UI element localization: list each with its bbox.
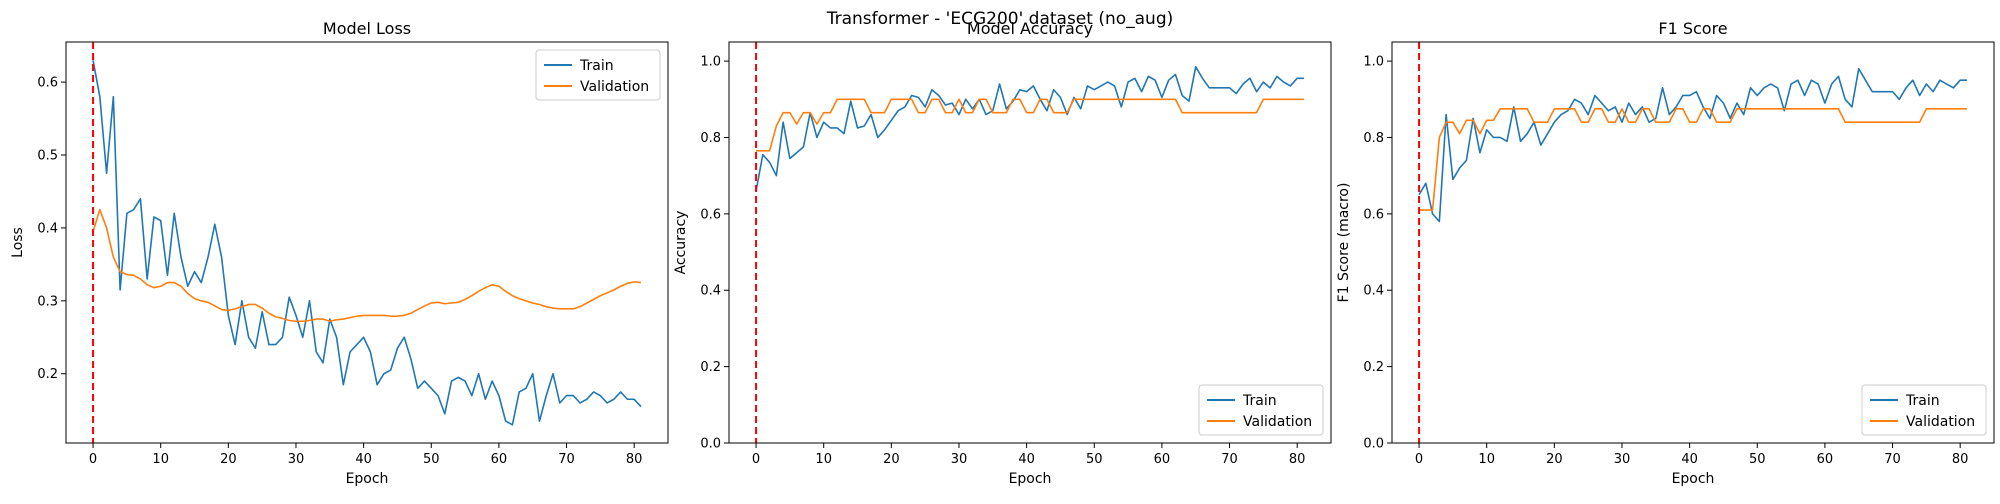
y-tick-label: 1.0 <box>1363 55 1384 70</box>
chart-panel-3: F1 Score 0 10 20 30 40 50 60 70 80 0.0 0.2 0.4 0.6 0.8… <box>1336 19 1995 487</box>
y-axis-label: Loss <box>10 227 26 258</box>
x-tick-label: 80 <box>1289 452 1306 467</box>
series-line-validation <box>756 98 1304 152</box>
x-tick-label: 50 <box>1749 452 1766 467</box>
legend-label: Validation <box>1906 414 1975 430</box>
x-tick-label: 60 <box>491 452 508 467</box>
chart-panel-1: Model Loss 0 10 20 30 40 50 60 70 80 0.2 0.3 0.4 0.5 0… <box>10 19 669 487</box>
chart-panel-2: Model Accuracy 0 10 20 30 40 50 60 70 80 0.0 0.2 0.4… <box>673 19 1332 487</box>
y-tick-label: 0.6 <box>700 207 721 222</box>
x-tick-label: 70 <box>1221 452 1238 467</box>
x-tick-label: 0 <box>89 452 97 467</box>
x-tick-label: 70 <box>1884 452 1901 467</box>
legend: Train Validation <box>1861 384 1987 436</box>
x-tick-label: 10 <box>815 452 832 467</box>
axes-frame <box>728 41 1332 444</box>
y-axis-label: Accuracy <box>673 211 689 275</box>
series-line-train <box>92 60 642 426</box>
x-tick-label: 40 <box>1018 452 1035 467</box>
legend-box <box>1198 384 1324 436</box>
x-axis-label: Epoch <box>1009 471 1052 487</box>
x-tick-label: 40 <box>355 452 372 467</box>
x-axis-label: Epoch <box>346 471 389 487</box>
y-tick-label: 0.2 <box>37 367 58 382</box>
figure-suptitle: Transformer - 'ECG200' dataset (no_aug) <box>826 9 1174 29</box>
x-tick-label: 70 <box>558 452 575 467</box>
panel-title: F1 Score <box>1658 19 1727 38</box>
x-tick-label: 40 <box>1681 452 1698 467</box>
y-tick-label: 0.4 <box>700 284 721 299</box>
y-tick-label: 0.2 <box>1363 360 1384 375</box>
y-tick-label: 0.4 <box>37 221 58 236</box>
legend: Train Validation <box>1198 384 1324 436</box>
x-tick-label: 80 <box>626 452 643 467</box>
x-tick-label: 30 <box>1614 452 1631 467</box>
series-line-train <box>1418 67 1967 223</box>
x-tick-label: 50 <box>1086 452 1103 467</box>
y-axis-label: F1 Score (macro) <box>1336 183 1352 303</box>
y-tick-label: 0.3 <box>37 294 58 309</box>
legend-label: Train <box>1242 393 1277 409</box>
x-tick-label: 50 <box>423 452 440 467</box>
legend-label: Train <box>579 58 614 74</box>
legend-label: Train <box>1905 393 1940 409</box>
legend-label: Validation <box>580 79 649 95</box>
x-tick-label: 20 <box>883 452 900 467</box>
series-line-train <box>755 66 1304 192</box>
y-tick-label: 0.8 <box>1363 131 1384 146</box>
y-tick-label: 0.2 <box>700 360 721 375</box>
x-tick-label: 10 <box>152 452 169 467</box>
y-tick-label: 0.0 <box>1363 437 1384 452</box>
y-tick-label: 0.8 <box>700 131 721 146</box>
y-tick-label: 0.0 <box>700 437 721 452</box>
x-tick-label: 60 <box>1154 452 1171 467</box>
legend-box <box>535 49 661 101</box>
axes-frame <box>1391 41 1995 444</box>
y-tick-label: 1.0 <box>700 55 721 70</box>
y-tick-label: 0.4 <box>1363 284 1384 299</box>
x-tick-label: 0 <box>1415 452 1423 467</box>
series-line-validation <box>1419 108 1967 211</box>
x-axis-label: Epoch <box>1672 471 1715 487</box>
x-tick-label: 30 <box>951 452 968 467</box>
legend: Train Validation <box>535 49 661 101</box>
x-tick-label: 10 <box>1478 452 1495 467</box>
x-tick-label: 30 <box>288 452 305 467</box>
y-tick-label: 0.5 <box>37 149 58 164</box>
x-tick-label: 60 <box>1817 452 1834 467</box>
x-tick-label: 80 <box>1952 452 1969 467</box>
panel-title: Model Loss <box>323 19 411 38</box>
series-line-validation <box>92 208 642 323</box>
axes-frame <box>65 41 669 444</box>
x-tick-label: 0 <box>752 452 760 467</box>
y-tick-label: 0.6 <box>1363 207 1384 222</box>
panel-title: Model Accuracy <box>967 19 1093 38</box>
legend-label: Validation <box>1243 414 1312 430</box>
y-tick-label: 0.6 <box>37 76 58 91</box>
x-tick-label: 20 <box>220 452 237 467</box>
x-tick-label: 20 <box>1546 452 1563 467</box>
legend-box <box>1861 384 1987 436</box>
